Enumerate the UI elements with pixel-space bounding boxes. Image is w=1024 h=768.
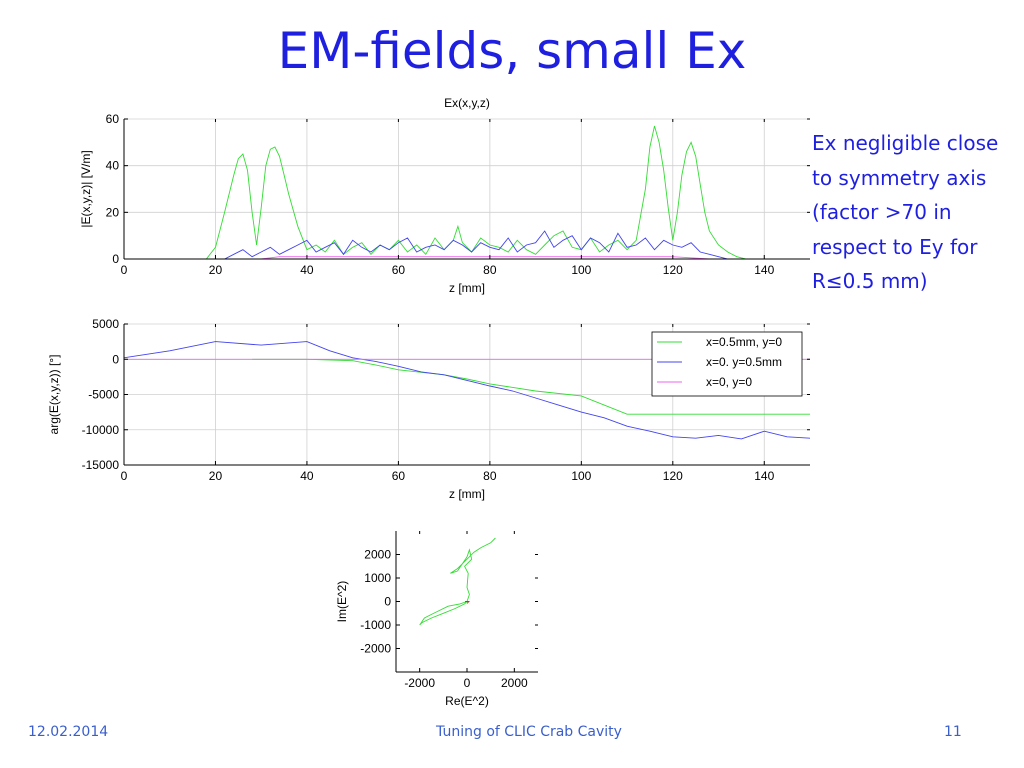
x-tick-label: 100 [571,263,591,277]
chart-title: Ex(x,y,z) [444,96,490,110]
y-tick-label: 0 [112,252,119,266]
chart-1 [123,118,810,260]
x-tick-label: 0 [121,469,128,483]
x-tick-label: 40 [300,469,314,483]
y-tick-label: 20 [106,205,120,219]
series-line [124,125,810,260]
x-tick-label: 100 [571,469,591,483]
slide-title: EM-fields, small Ex [277,22,747,80]
y-tick-label: -10000 [82,423,120,437]
y-tick-label: 2000 [364,548,391,562]
series-line [252,358,810,415]
series-line [419,537,496,626]
series-line [465,601,470,604]
x-tick-label: -2000 [404,676,435,690]
y-tick-label: -2000 [360,642,391,656]
y-tick-label: 0 [112,352,119,366]
y-tick-label: -1000 [360,618,391,632]
x-axis-label: Re(E^2) [445,694,489,708]
x-tick-label: 140 [754,263,774,277]
series-line [124,256,810,260]
footer-date: 12.02.2014 [28,724,109,740]
legend-box [651,331,803,397]
x-tick-label: 120 [663,263,683,277]
x-tick-label: 20 [209,469,223,483]
x-tick-label: 80 [483,469,497,483]
x-axis-label: z [mm] [449,281,485,295]
x-tick-label: 40 [300,263,314,277]
x-tick-label: 120 [663,469,683,483]
note-line: respect to Ey for [812,234,978,259]
y-tick-label: 5000 [92,317,119,331]
y-tick-label: 40 [106,159,120,173]
series-line [123,341,811,440]
footer-page-number: 11 [944,724,962,740]
note-line: to symmetry axis [812,165,987,190]
x-tick-label: 0 [121,263,128,277]
x-tick-label: 140 [754,469,774,483]
y-tick-label: 1000 [364,571,391,585]
side-note: Ex negligible close to symmetry axis (fa… [812,126,1017,299]
y-tick-label: 0 [384,595,391,609]
x-tick-label: 60 [392,263,406,277]
y-axis-label: Im(E^2) [335,581,349,623]
x-tick-label: 0 [464,676,471,690]
chart-3 [395,531,538,673]
y-axis-label: |E(x,y,z)| [V/m] [79,150,93,227]
y-tick-label: -5000 [88,388,119,402]
chart-2 [123,323,811,466]
x-tick-label: 80 [483,263,497,277]
y-axis-label: arg(E(x,y,z)) [°] [47,355,61,435]
legend-entry: x=0. y=0.5mm [706,355,782,369]
x-tick-label: 2000 [501,676,528,690]
plot-area [124,119,810,259]
note-line: R≤0.5 mm) [812,269,928,293]
series-line [124,230,810,260]
legend-entry: x=0.5mm, y=0 [706,335,782,349]
note-line: (factor >70 in [812,200,952,224]
note-line: Ex negligible close [812,131,999,155]
footer-title: Tuning of CLIC Crab Cavity [436,724,622,740]
x-tick-label: 60 [392,469,406,483]
y-tick-label: -15000 [82,458,120,472]
x-axis-label: z [mm] [449,487,485,501]
legend-entry: x=0, y=0 [706,375,752,389]
x-tick-label: 20 [209,263,223,277]
y-tick-label: 60 [106,112,120,126]
